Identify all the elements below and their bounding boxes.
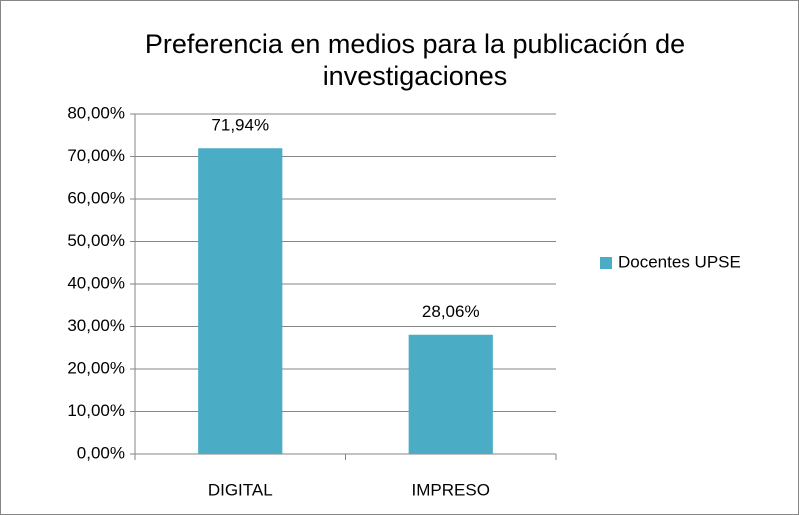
- bar: [408, 334, 493, 454]
- y-tick-label: 0,00%: [77, 443, 125, 462]
- y-tick-label: 20,00%: [67, 358, 125, 377]
- chart-title: Preferencia en medios para la publicació…: [144, 29, 686, 91]
- y-tick-label: 30,00%: [67, 316, 125, 335]
- y-tick-label: 50,00%: [67, 231, 125, 250]
- legend-label: Docentes UPSE: [618, 252, 741, 271]
- y-tick-label: 70,00%: [67, 146, 125, 165]
- data-label: 71,94%: [211, 116, 269, 135]
- y-tick-label: 60,00%: [67, 188, 125, 207]
- y-tick-label: 10,00%: [67, 401, 125, 420]
- bar: [198, 148, 283, 454]
- x-tick-label: DIGITAL: [208, 480, 273, 499]
- legend-swatch: [600, 257, 612, 269]
- x-tick-label: IMPRESO: [412, 480, 490, 499]
- y-tick-label: 40,00%: [67, 273, 125, 292]
- data-label: 28,06%: [422, 302, 480, 321]
- y-tick-label: 80,00%: [67, 103, 125, 122]
